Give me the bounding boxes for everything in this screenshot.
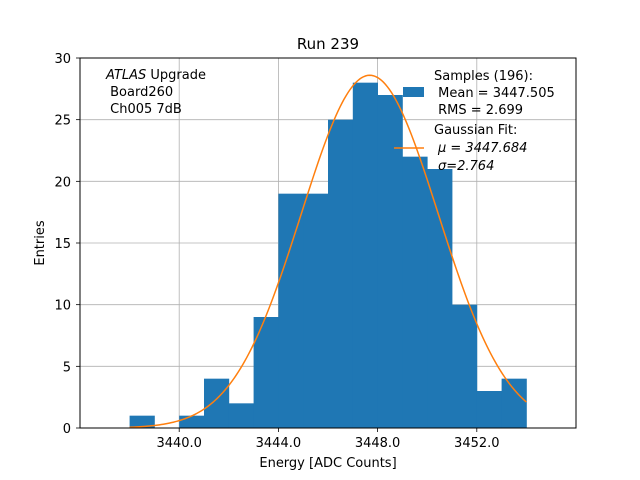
- histogram-bars: [129, 82, 527, 429]
- histogram-bar: [501, 378, 527, 428]
- y-axis-ticks: 0 5 10 15 20 25 30: [54, 52, 80, 437]
- histogram-bar: [179, 415, 205, 428]
- legend-histogram-swatch: [403, 87, 424, 97]
- legend-mean-label: Mean = 3447.505: [434, 86, 555, 101]
- gaussian-fit-curve: [129, 74, 527, 428]
- legend-mu-label: μ = 3447.684: [437, 141, 527, 156]
- annotation-atlas: ATLAS: [105, 68, 146, 83]
- x-tick-label: 3448.0: [355, 436, 401, 451]
- histogram-bar: [352, 82, 378, 429]
- histogram-bar: [452, 304, 478, 428]
- histogram-bar: [476, 391, 502, 428]
- histogram-bar: [377, 95, 403, 428]
- y-tick-label: 5: [63, 360, 71, 375]
- legend-samples-label: Samples (196):: [434, 69, 533, 84]
- histogram-bar: [303, 193, 329, 428]
- y-tick-label: 25: [54, 114, 71, 129]
- legend-gaussian-label: Gaussian Fit:: [434, 123, 517, 138]
- x-axis-ticks: 3440.0 3444.0 3448.0 3452.0: [156, 428, 500, 451]
- legend: Samples (196): Mean = 3447.505 RMS = 2.6…: [394, 69, 555, 174]
- legend-sigma-label: σ=2.764: [438, 159, 494, 174]
- y-tick-label: 20: [54, 175, 71, 190]
- atlas-annotation: ATLAS Upgrade Board260 Ch005 7dB: [105, 68, 206, 117]
- x-axis-label: Energy [ADC Counts]: [259, 456, 396, 471]
- histogram-bar: [204, 378, 230, 428]
- histogram-bar: [253, 317, 279, 428]
- x-tick-label: 3452.0: [454, 436, 500, 451]
- histogram-bar: [328, 119, 354, 429]
- annotation-line-3: Ch005 7dB: [106, 102, 182, 117]
- y-tick-label: 10: [54, 299, 71, 314]
- annotation-line-2: Board260: [106, 85, 173, 100]
- histogram-bar: [129, 415, 155, 428]
- y-tick-label: 30: [54, 52, 71, 67]
- annotation-upgrade: Upgrade: [146, 68, 206, 83]
- annotation-line-1: ATLAS Upgrade: [105, 68, 206, 83]
- histogram-bar: [402, 156, 428, 428]
- chart-title: Run 239: [297, 35, 359, 53]
- x-tick-label: 3444.0: [256, 436, 302, 451]
- x-tick-label: 3440.0: [156, 436, 202, 451]
- histogram-bar: [278, 193, 304, 428]
- histogram-bar: [228, 403, 254, 428]
- y-tick-label: 0: [63, 422, 71, 437]
- histogram-bar: [427, 169, 453, 428]
- legend-rms-label: RMS = 2.699: [434, 103, 523, 118]
- y-axis-label: Entries: [33, 220, 48, 266]
- y-tick-label: 15: [54, 237, 71, 252]
